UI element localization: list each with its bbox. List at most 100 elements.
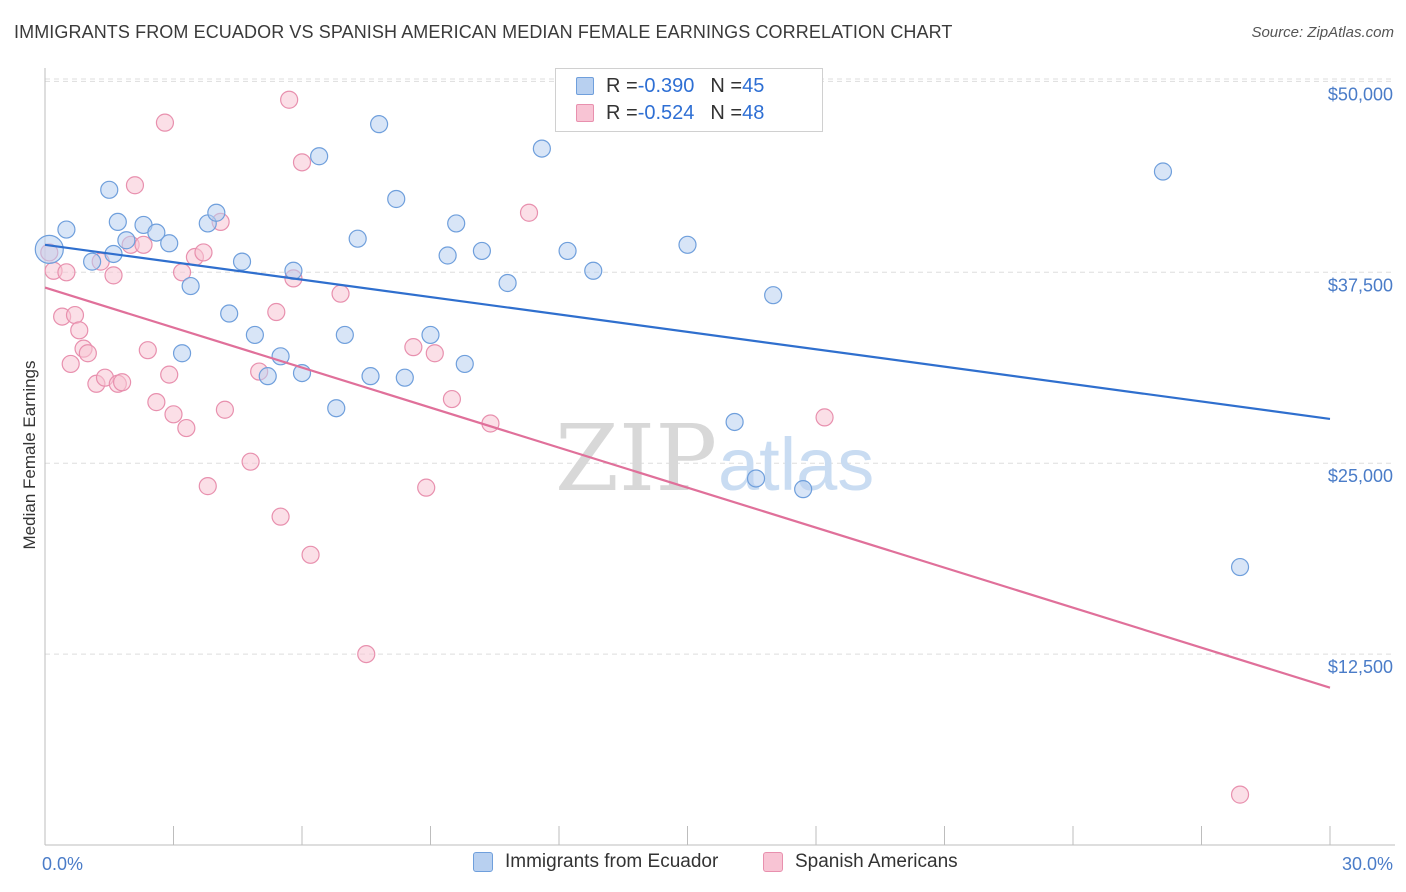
point-ecuador <box>746 469 766 488</box>
point-ecuador <box>181 276 200 296</box>
point-ecuador <box>395 368 414 387</box>
y-axis-label: Median Female Earnings <box>20 361 39 550</box>
y-tick-label: $50,000 <box>1328 84 1393 104</box>
x-tick-label: 30.0% <box>1342 854 1393 874</box>
point-spanish-american <box>65 305 85 325</box>
trend-lines <box>44 243 1331 689</box>
point-spanish-american <box>267 302 286 322</box>
point-ecuador <box>220 304 239 323</box>
point-ecuador <box>207 203 226 222</box>
trend-line-spanish-american <box>44 286 1331 689</box>
point-ecuador <box>245 325 264 345</box>
point-ecuador <box>421 325 440 345</box>
legend-r-label: R = <box>606 101 638 124</box>
point-spanish-american <box>61 354 80 374</box>
point-ecuador <box>1230 557 1250 577</box>
point-spanish-american <box>147 393 166 412</box>
point-ecuador <box>438 246 457 265</box>
point-ecuador <box>117 231 136 250</box>
point-spanish-american <box>138 341 157 360</box>
point-ecuador <box>678 235 697 254</box>
x-tick-label: 0.0% <box>42 854 83 874</box>
point-ecuador <box>532 139 551 158</box>
point-ecuador <box>83 252 102 271</box>
point-ecuador <box>794 480 813 499</box>
point-spanish-american <box>198 477 217 496</box>
legend-n-label: N = <box>710 74 743 97</box>
legend-swatch-pink <box>763 852 783 872</box>
legend-label-ecuador: Immigrants from Ecuador <box>505 851 719 872</box>
point-spanish-american <box>164 405 183 424</box>
point-ecuador <box>498 273 517 293</box>
legend-r-value: -0.524 <box>637 101 695 124</box>
point-ecuador <box>172 344 192 363</box>
point-ecuador <box>725 412 744 432</box>
point-spanish-american <box>442 389 462 409</box>
legend-row-spanish: R = -0.524 N = 48 <box>576 100 764 126</box>
point-spanish-american <box>155 113 175 132</box>
point-ecuador <box>558 241 577 261</box>
point-spanish-american <box>70 321 89 340</box>
point-ecuador <box>310 147 329 166</box>
point-ecuador <box>447 214 466 233</box>
point-spanish-american <box>404 338 423 357</box>
point-spanish-american <box>78 344 97 363</box>
legend-r-value: -0.390 <box>637 74 695 97</box>
point-spanish-american <box>1230 785 1250 804</box>
point-spanish-american <box>160 365 179 384</box>
axes <box>44 68 1395 846</box>
point-spanish-american <box>112 373 132 392</box>
point-spanish-american <box>301 545 320 564</box>
y-tick-label: $25,000 <box>1328 466 1393 486</box>
legend-n-value: 45 <box>742 74 765 97</box>
legend-n-label: N = <box>710 101 743 124</box>
legend-item-ecuador: Immigrants from Ecuador <box>473 851 718 873</box>
legend-row-ecuador: R = -0.390 N = 45 <box>576 73 764 99</box>
point-ecuador <box>455 354 474 374</box>
point-ecuador <box>387 189 406 209</box>
point-ecuador <box>108 212 127 232</box>
point-spanish-american <box>292 153 312 172</box>
y-tick-label: $12,500 <box>1328 657 1393 677</box>
point-ecuador <box>584 261 603 280</box>
point-spanish-american <box>331 284 350 303</box>
point-ecuador <box>57 220 76 239</box>
series-immigrants-from-ecuador <box>34 115 1250 577</box>
point-spanish-american <box>280 90 299 109</box>
trend-line-ecuador <box>44 243 1331 421</box>
watermark-zip: ZIP <box>555 405 717 512</box>
point-ecuador <box>258 367 277 386</box>
point-ecuador <box>100 180 119 199</box>
point-ecuador <box>764 286 783 305</box>
point-ecuador <box>147 223 166 242</box>
point-spanish-american <box>271 507 290 526</box>
point-ecuador <box>361 367 380 386</box>
legend-swatch-blue <box>473 852 493 872</box>
legend-swatch-pink <box>576 104 594 122</box>
grid-lines <box>45 78 1395 655</box>
point-spanish-american <box>104 266 123 285</box>
series-spanish-americans <box>40 90 1250 804</box>
point-ecuador <box>34 234 64 264</box>
point-spanish-american <box>241 452 260 471</box>
point-spanish-american <box>215 400 234 419</box>
point-ecuador <box>348 229 367 248</box>
point-ecuador <box>335 325 354 345</box>
legend-n-value: 48 <box>742 101 765 124</box>
source-label: Source: ZipAtlas.com <box>1251 24 1394 41</box>
chart-title: IMMIGRANTS FROM ECUADOR VS SPANISH AMERI… <box>14 22 953 42</box>
point-spanish-american <box>177 418 196 438</box>
point-spanish-american <box>125 176 145 195</box>
point-spanish-american <box>519 203 539 222</box>
tick-labels: $12,500 $25,000 $37,500 $50,000 0.0% 30.0% <box>42 84 1393 874</box>
legend-label-spanish: Spanish Americans <box>795 851 958 872</box>
point-spanish-american <box>134 235 153 254</box>
y-tick-label: $37,500 <box>1328 275 1393 295</box>
point-ecuador <box>232 252 252 271</box>
point-ecuador <box>160 234 179 253</box>
point-ecuador <box>327 399 346 418</box>
legend-r-label: R = <box>606 74 638 97</box>
point-spanish-american <box>417 478 436 497</box>
point-spanish-american <box>815 408 834 427</box>
